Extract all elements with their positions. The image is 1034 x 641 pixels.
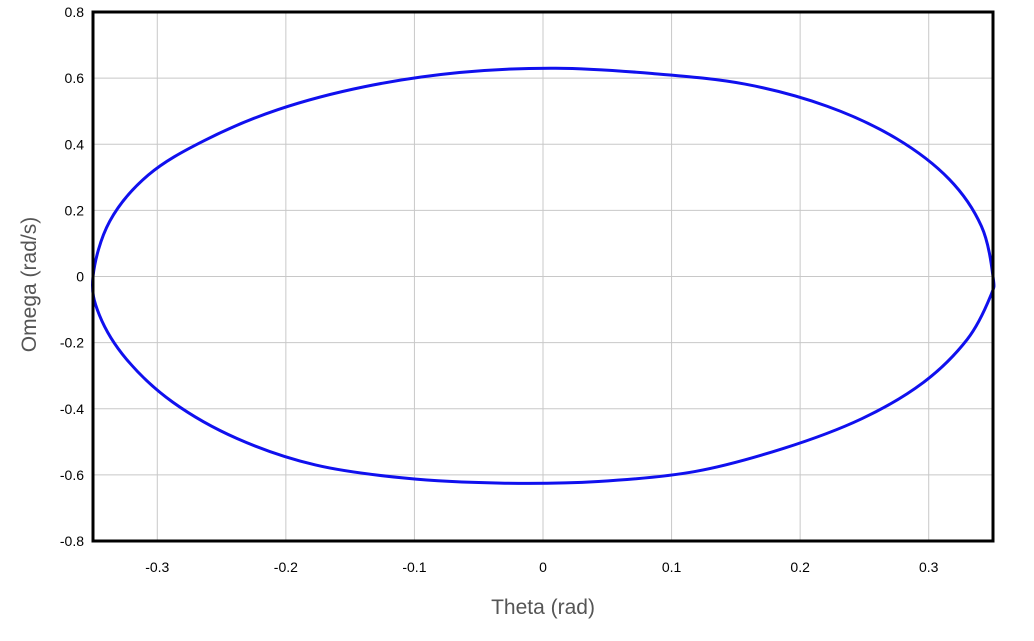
y-axis-title: Omega (rad/s) [18,217,41,352]
x-tick-label: -0.2 [274,559,298,575]
plot-area-frame [91,10,995,543]
y-tick-label: -0.4 [60,401,84,417]
x-tick-label: 0.1 [662,559,682,575]
x-tick-label: 0 [539,559,547,575]
x-axis-title: Theta (rad) [491,596,595,619]
grid-lines [93,12,993,541]
y-tick-label: 0.6 [65,70,85,86]
x-tick-label: -0.1 [402,559,426,575]
y-tick-label: -0.6 [60,467,84,483]
y-tick-label: 0.2 [65,202,85,218]
x-tick-label: -0.3 [145,559,169,575]
y-tick-label: -0.2 [60,335,84,351]
y-tick-label: 0 [76,269,84,285]
tick-labels: -0.3 -0.2 -0.1 0 0.1 0.2 0.3 0.8 0.6 0.4 0.2 0 -0.2 -… [60,4,939,575]
y-tick-label: 0.4 [65,136,85,152]
x-tick-label: 0.2 [790,559,810,575]
y-tick-label: -0.8 [60,533,84,549]
y-tick-label: 0.8 [65,4,85,20]
x-tick-label: 0.3 [919,559,939,575]
